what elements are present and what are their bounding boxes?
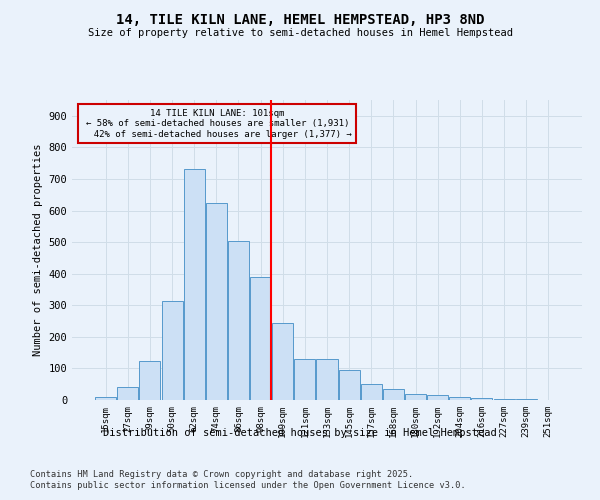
Text: 14 TILE KILN LANE: 101sqm
← 58% of semi-detached houses are smaller (1,931)
  42: 14 TILE KILN LANE: 101sqm ← 58% of semi-…: [83, 109, 352, 139]
Bar: [139, 360, 160, 400]
Bar: [161, 300, 182, 400]
Text: Contains HM Land Registry data © Crown copyright and database right 2025.: Contains HM Land Registry data © Crown c…: [30, 470, 413, 479]
Text: 14, TILE KILN LANE, HEMEL HEMPSTEAD, HP3 8ND: 14, TILE KILN LANE, HEMEL HEMPSTEAD, HP3…: [116, 12, 484, 26]
Bar: [250, 277, 271, 400]
Bar: [427, 396, 448, 400]
Bar: [494, 399, 515, 400]
Y-axis label: Number of semi-detached properties: Number of semi-detached properties: [33, 144, 43, 356]
Bar: [184, 170, 205, 400]
Bar: [472, 398, 493, 400]
Bar: [338, 370, 359, 400]
Bar: [405, 394, 426, 400]
Bar: [383, 389, 404, 400]
Bar: [118, 388, 139, 400]
Bar: [95, 397, 116, 400]
Bar: [361, 384, 382, 400]
Text: Contains public sector information licensed under the Open Government Licence v3: Contains public sector information licen…: [30, 481, 466, 490]
Text: Size of property relative to semi-detached houses in Hemel Hempstead: Size of property relative to semi-detach…: [88, 28, 512, 38]
Bar: [228, 240, 249, 400]
Bar: [206, 202, 227, 400]
Bar: [449, 397, 470, 400]
Bar: [316, 359, 338, 400]
Bar: [295, 359, 316, 400]
Bar: [272, 322, 293, 400]
Text: Distribution of semi-detached houses by size in Hemel Hempstead: Distribution of semi-detached houses by …: [103, 428, 497, 438]
